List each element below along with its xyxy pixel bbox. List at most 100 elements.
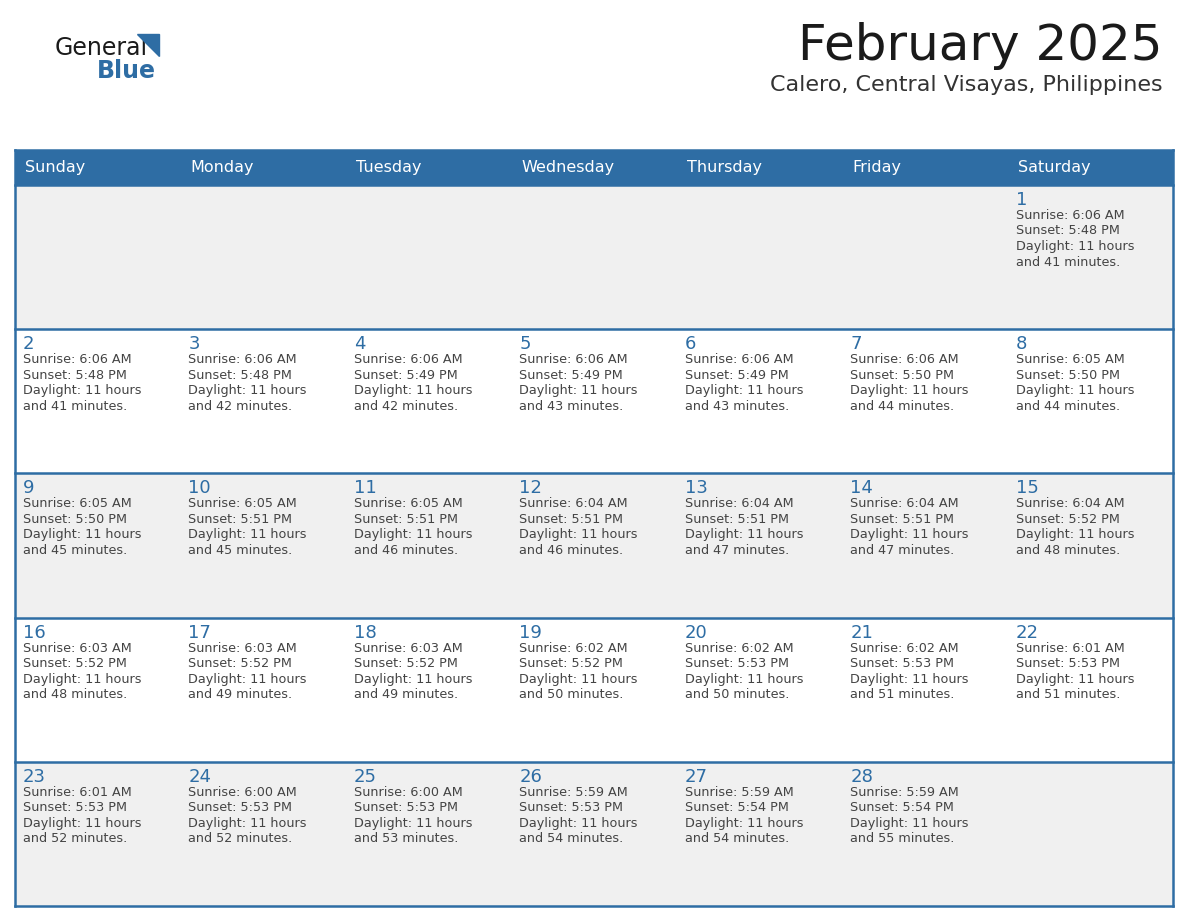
Text: 11: 11 bbox=[354, 479, 377, 498]
Text: and 48 minutes.: and 48 minutes. bbox=[23, 688, 127, 701]
Text: 10: 10 bbox=[189, 479, 211, 498]
Text: Daylight: 11 hours: Daylight: 11 hours bbox=[851, 529, 968, 542]
Text: Sunset: 5:50 PM: Sunset: 5:50 PM bbox=[1016, 369, 1119, 382]
Text: Sunset: 5:49 PM: Sunset: 5:49 PM bbox=[519, 369, 623, 382]
Text: 26: 26 bbox=[519, 767, 542, 786]
Text: Daylight: 11 hours: Daylight: 11 hours bbox=[23, 385, 141, 397]
Text: 4: 4 bbox=[354, 335, 366, 353]
Text: Sunset: 5:54 PM: Sunset: 5:54 PM bbox=[684, 801, 789, 814]
Text: Sunrise: 6:01 AM: Sunrise: 6:01 AM bbox=[23, 786, 132, 799]
Text: Daylight: 11 hours: Daylight: 11 hours bbox=[189, 529, 307, 542]
Text: Sunrise: 6:06 AM: Sunrise: 6:06 AM bbox=[189, 353, 297, 366]
Text: and 52 minutes.: and 52 minutes. bbox=[189, 833, 292, 845]
Text: Daylight: 11 hours: Daylight: 11 hours bbox=[519, 529, 638, 542]
Text: Sunset: 5:50 PM: Sunset: 5:50 PM bbox=[23, 513, 127, 526]
Text: Saturday: Saturday bbox=[1018, 160, 1091, 175]
Text: 6: 6 bbox=[684, 335, 696, 353]
Bar bbox=[15, 330, 1173, 474]
Text: and 41 minutes.: and 41 minutes. bbox=[1016, 255, 1120, 268]
Text: Sunrise: 6:06 AM: Sunrise: 6:06 AM bbox=[23, 353, 132, 366]
Text: Sunset: 5:53 PM: Sunset: 5:53 PM bbox=[189, 801, 292, 814]
Text: Sunset: 5:52 PM: Sunset: 5:52 PM bbox=[189, 657, 292, 670]
Text: and 50 minutes.: and 50 minutes. bbox=[684, 688, 789, 701]
Text: Sunrise: 6:02 AM: Sunrise: 6:02 AM bbox=[519, 642, 628, 655]
Text: Sunrise: 6:02 AM: Sunrise: 6:02 AM bbox=[851, 642, 959, 655]
Text: Blue: Blue bbox=[97, 59, 156, 83]
Text: Daylight: 11 hours: Daylight: 11 hours bbox=[851, 673, 968, 686]
Text: Sunrise: 6:06 AM: Sunrise: 6:06 AM bbox=[684, 353, 794, 366]
Text: and 41 minutes.: and 41 minutes. bbox=[23, 399, 127, 413]
Text: Thursday: Thursday bbox=[687, 160, 762, 175]
Text: Sunrise: 6:06 AM: Sunrise: 6:06 AM bbox=[519, 353, 628, 366]
Text: General: General bbox=[55, 36, 148, 60]
Bar bbox=[15, 762, 1173, 906]
Text: Daylight: 11 hours: Daylight: 11 hours bbox=[1016, 529, 1135, 542]
Text: and 43 minutes.: and 43 minutes. bbox=[519, 399, 624, 413]
Text: 22: 22 bbox=[1016, 623, 1038, 642]
Text: and 55 minutes.: and 55 minutes. bbox=[851, 833, 954, 845]
Text: and 45 minutes.: and 45 minutes. bbox=[23, 543, 127, 557]
Text: Wednesday: Wednesday bbox=[522, 160, 614, 175]
Text: Daylight: 11 hours: Daylight: 11 hours bbox=[23, 673, 141, 686]
Text: Sunset: 5:51 PM: Sunset: 5:51 PM bbox=[851, 513, 954, 526]
Text: February 2025: February 2025 bbox=[798, 22, 1163, 70]
Text: 15: 15 bbox=[1016, 479, 1038, 498]
Text: Sunset: 5:53 PM: Sunset: 5:53 PM bbox=[354, 801, 457, 814]
Text: Sunrise: 6:02 AM: Sunrise: 6:02 AM bbox=[684, 642, 794, 655]
Text: Sunrise: 6:06 AM: Sunrise: 6:06 AM bbox=[1016, 209, 1124, 222]
Text: Daylight: 11 hours: Daylight: 11 hours bbox=[684, 385, 803, 397]
Text: Sunset: 5:49 PM: Sunset: 5:49 PM bbox=[684, 369, 789, 382]
Text: Daylight: 11 hours: Daylight: 11 hours bbox=[1016, 673, 1135, 686]
Text: Sunrise: 6:03 AM: Sunrise: 6:03 AM bbox=[354, 642, 462, 655]
Text: Daylight: 11 hours: Daylight: 11 hours bbox=[189, 817, 307, 830]
Bar bbox=[15, 474, 1173, 618]
Text: and 51 minutes.: and 51 minutes. bbox=[851, 688, 954, 701]
Text: 1: 1 bbox=[1016, 191, 1026, 209]
Text: 5: 5 bbox=[519, 335, 531, 353]
Text: Daylight: 11 hours: Daylight: 11 hours bbox=[519, 673, 638, 686]
Text: Sunrise: 6:06 AM: Sunrise: 6:06 AM bbox=[354, 353, 462, 366]
Text: Daylight: 11 hours: Daylight: 11 hours bbox=[851, 817, 968, 830]
Text: 9: 9 bbox=[23, 479, 34, 498]
Text: 8: 8 bbox=[1016, 335, 1026, 353]
Text: 13: 13 bbox=[684, 479, 708, 498]
Text: Daylight: 11 hours: Daylight: 11 hours bbox=[684, 673, 803, 686]
Text: Daylight: 11 hours: Daylight: 11 hours bbox=[189, 673, 307, 686]
Bar bbox=[15, 618, 1173, 762]
Text: Sunrise: 5:59 AM: Sunrise: 5:59 AM bbox=[684, 786, 794, 799]
Text: Sunrise: 6:05 AM: Sunrise: 6:05 AM bbox=[354, 498, 462, 510]
Text: Calero, Central Visayas, Philippines: Calero, Central Visayas, Philippines bbox=[770, 75, 1163, 95]
Text: Sunset: 5:52 PM: Sunset: 5:52 PM bbox=[519, 657, 624, 670]
Text: Sunrise: 6:00 AM: Sunrise: 6:00 AM bbox=[189, 786, 297, 799]
Text: Daylight: 11 hours: Daylight: 11 hours bbox=[684, 817, 803, 830]
Text: Sunrise: 6:04 AM: Sunrise: 6:04 AM bbox=[1016, 498, 1124, 510]
Text: Sunrise: 6:05 AM: Sunrise: 6:05 AM bbox=[189, 498, 297, 510]
Text: Daylight: 11 hours: Daylight: 11 hours bbox=[851, 385, 968, 397]
Text: Daylight: 11 hours: Daylight: 11 hours bbox=[354, 385, 473, 397]
Text: Daylight: 11 hours: Daylight: 11 hours bbox=[1016, 240, 1135, 253]
Text: and 44 minutes.: and 44 minutes. bbox=[1016, 399, 1120, 413]
Text: Sunset: 5:49 PM: Sunset: 5:49 PM bbox=[354, 369, 457, 382]
Text: Sunset: 5:48 PM: Sunset: 5:48 PM bbox=[189, 369, 292, 382]
Polygon shape bbox=[137, 34, 159, 56]
Text: 20: 20 bbox=[684, 623, 708, 642]
Text: Sunset: 5:52 PM: Sunset: 5:52 PM bbox=[354, 657, 457, 670]
Text: 25: 25 bbox=[354, 767, 377, 786]
Text: Sunset: 5:52 PM: Sunset: 5:52 PM bbox=[23, 657, 127, 670]
Text: and 53 minutes.: and 53 minutes. bbox=[354, 833, 459, 845]
Text: Daylight: 11 hours: Daylight: 11 hours bbox=[189, 385, 307, 397]
Text: Sunset: 5:53 PM: Sunset: 5:53 PM bbox=[851, 657, 954, 670]
Text: and 46 minutes.: and 46 minutes. bbox=[519, 543, 624, 557]
Text: Sunday: Sunday bbox=[25, 160, 86, 175]
Text: 24: 24 bbox=[189, 767, 211, 786]
Text: Daylight: 11 hours: Daylight: 11 hours bbox=[519, 385, 638, 397]
Text: Daylight: 11 hours: Daylight: 11 hours bbox=[354, 673, 473, 686]
Text: and 50 minutes.: and 50 minutes. bbox=[519, 688, 624, 701]
Text: Sunrise: 6:04 AM: Sunrise: 6:04 AM bbox=[519, 498, 628, 510]
Text: Sunrise: 6:04 AM: Sunrise: 6:04 AM bbox=[684, 498, 794, 510]
Text: 12: 12 bbox=[519, 479, 542, 498]
Text: Monday: Monday bbox=[190, 160, 254, 175]
Text: Daylight: 11 hours: Daylight: 11 hours bbox=[23, 817, 141, 830]
Text: and 49 minutes.: and 49 minutes. bbox=[189, 688, 292, 701]
Text: and 52 minutes.: and 52 minutes. bbox=[23, 833, 127, 845]
